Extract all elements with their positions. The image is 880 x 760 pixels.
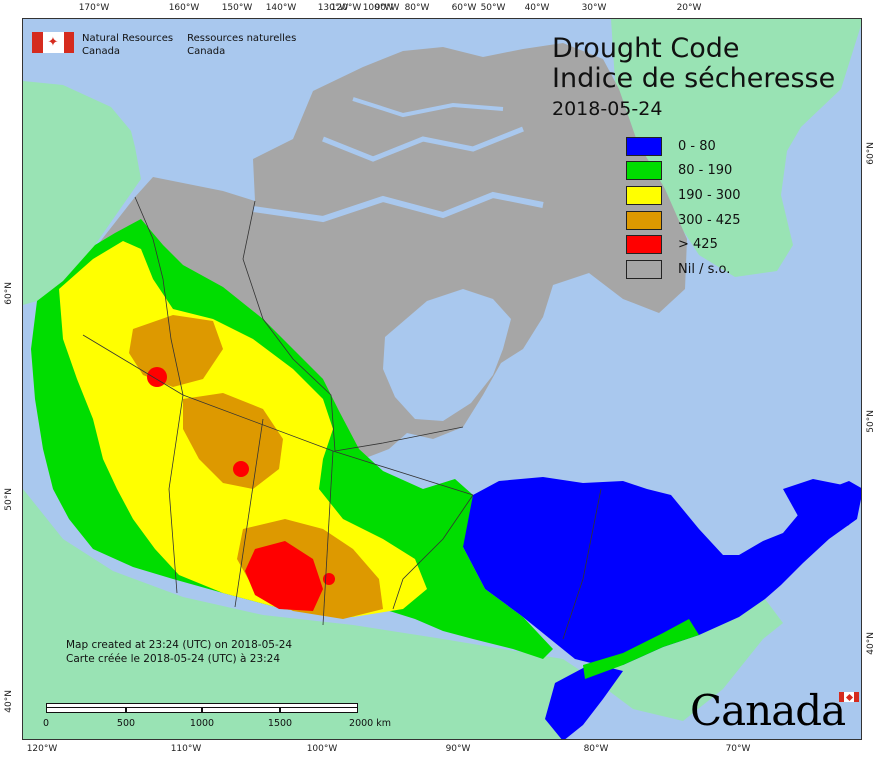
arctic-channel: [322, 126, 524, 162]
tick-top: 120°W: [330, 3, 362, 13]
title-english: Drought Code: [552, 33, 740, 64]
legend-label: 190 - 300: [678, 187, 741, 203]
scale-segment: [46, 703, 358, 708]
tick-top: 80°W: [404, 3, 430, 13]
tick-top: 50°W: [480, 3, 506, 13]
boundaries: [82, 196, 602, 640]
tick-bottom: 90°W: [445, 744, 471, 754]
tick-top: 160°W: [168, 3, 200, 13]
legend-swatch: [626, 235, 662, 255]
legend-item: 80 - 190: [626, 159, 741, 184]
tick-top: 100°W: [362, 3, 394, 13]
wordmark-text: Canada: [690, 686, 846, 735]
map-title: Drought Code Indice de sécheresse 2018-0…: [552, 34, 835, 122]
credit-french: Carte créée le 2018-05-24 (UTC) à 23:24: [66, 653, 281, 665]
legend: 0 - 80 80 - 190 190 - 300 300 - 425 > 42…: [626, 134, 741, 282]
canada-nodata-base: [63, 43, 687, 459]
tick-bottom: 100°W: [306, 744, 338, 754]
scale-label: 2000 km: [349, 718, 391, 729]
agency-line: Natural Resources: [82, 33, 174, 44]
legend-item: > 425: [626, 232, 741, 257]
legend-item: 190 - 300: [626, 183, 741, 208]
tick-top: 130°W: [317, 3, 349, 13]
scale-label: 0: [42, 718, 50, 729]
legend-swatch: [626, 185, 662, 205]
tick-left: 40°N: [4, 690, 14, 713]
hudson-bay: [383, 289, 511, 421]
title-french: Indice de sécheresse: [552, 63, 836, 94]
agency-line: Ressources naturelles: [187, 33, 297, 44]
legend-label: 300 - 425: [678, 212, 741, 228]
tick-bottom: 70°W: [725, 744, 751, 754]
map-credits: Map created at 23:24 (UTC) on 2018-05-24…: [66, 638, 292, 666]
legend-swatch: [626, 161, 662, 181]
arctic-channel: [252, 191, 544, 223]
wordmark-flag-icon: [839, 692, 860, 702]
legend-label: 0 - 80: [678, 138, 716, 154]
region-west-red: [233, 461, 249, 477]
agency-name-english: Natural Resources Canada: [82, 32, 173, 58]
legend-swatch: [626, 210, 662, 230]
region-west-orange: [183, 393, 283, 489]
scale-label: 1000: [189, 718, 215, 729]
map-canvas: [23, 19, 861, 739]
legend-label: Nil / s.o.: [678, 261, 731, 277]
legend-swatch: [626, 259, 662, 279]
credit-english: Map created at 23:24 (UTC) on 2018-05-24: [66, 639, 293, 651]
canada-flag-icon: ✦: [32, 32, 74, 53]
scale-label: 1500: [267, 718, 293, 729]
tick-top: 40°W: [524, 3, 550, 13]
tick-top: 140°W: [265, 3, 297, 13]
legend-swatch: [626, 136, 662, 156]
agency-line: Canada: [187, 46, 226, 57]
region-east-blue: [455, 477, 861, 739]
tick-bottom: 120°W: [26, 744, 58, 754]
tick-left: 60°N: [4, 282, 14, 305]
scale-label: 500: [116, 718, 136, 729]
legend-item: 0 - 80: [626, 134, 741, 159]
agency-name-french: Ressources naturelles Canada: [187, 32, 296, 58]
legend-item: 300 - 425: [626, 208, 741, 233]
tick-top: 20°W: [676, 3, 702, 13]
tick-top: 60°W: [451, 3, 477, 13]
drought-map: [22, 18, 862, 740]
region-newfoundland: [783, 479, 861, 537]
title-date: 2018-05-24: [552, 98, 663, 120]
canada-wordmark: Canada: [690, 686, 860, 735]
tick-top: 90°W: [374, 3, 400, 13]
tick-top: 170°W: [78, 3, 110, 13]
tick-bottom: 110°W: [170, 744, 202, 754]
legend-label: > 425: [678, 237, 718, 253]
legend-label: 80 - 190: [678, 163, 733, 179]
agency-signature: ✦ Natural Resources Canada Ressources na…: [32, 32, 296, 58]
region-west-red: [323, 573, 335, 585]
scale-bar: 0 500 1000 1500 2000 km: [42, 703, 391, 733]
alaska-land: [23, 81, 141, 305]
arctic-channel: [352, 97, 504, 118]
tick-bottom: 80°W: [583, 744, 609, 754]
agency-line: Canada: [82, 46, 121, 57]
tick-top: 30°W: [581, 3, 607, 13]
region-west-red: [245, 541, 323, 611]
tick-top: 150°W: [221, 3, 253, 13]
legend-item: Nil / s.o.: [626, 257, 741, 282]
tick-right: 50°N: [866, 410, 876, 433]
tick-right: 60°N: [866, 142, 876, 165]
region-east-green: [583, 619, 699, 679]
tick-left: 50°N: [4, 488, 14, 511]
tick-right: 40°N: [866, 632, 876, 655]
